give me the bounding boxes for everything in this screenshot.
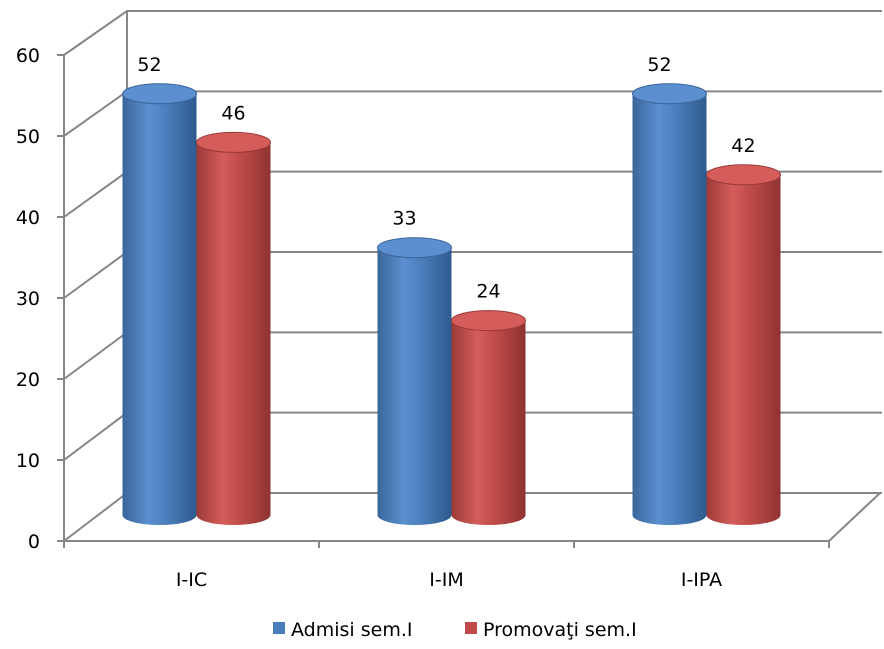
y-tick-label: 40 bbox=[16, 207, 40, 229]
bar bbox=[451, 310, 526, 525]
legend-label: Promovaţi sem.I bbox=[483, 619, 637, 641]
y-tick-label: 20 bbox=[16, 369, 40, 391]
floor-edge bbox=[828, 492, 881, 542]
y-tick-label: 50 bbox=[16, 126, 40, 148]
y-tick-label: 60 bbox=[16, 45, 40, 67]
legend-label: Admisi sem.I bbox=[291, 619, 412, 641]
legend-swatch bbox=[273, 622, 285, 634]
bar bbox=[196, 131, 271, 525]
y-tick-label: 0 bbox=[28, 531, 40, 553]
bar bbox=[377, 237, 452, 525]
bar bbox=[632, 83, 707, 526]
data-label: 24 bbox=[476, 281, 500, 303]
data-label: 42 bbox=[731, 135, 755, 157]
data-label: 46 bbox=[221, 102, 245, 124]
category-label: I-IM bbox=[429, 569, 463, 591]
data-label: 52 bbox=[647, 54, 671, 76]
y-tick-label: 30 bbox=[16, 288, 40, 310]
category-label: I-IPA bbox=[681, 569, 722, 591]
y-tick-label: 10 bbox=[16, 450, 40, 472]
category-label: I-IC bbox=[176, 569, 207, 591]
bar bbox=[122, 83, 197, 526]
data-labels: 52 46 33 24 52 42 bbox=[137, 54, 755, 303]
gridline-60 bbox=[63, 10, 882, 56]
data-label: 33 bbox=[392, 208, 416, 230]
axes: 0 10 20 30 40 50 60 I-IC I-IM I-IPA bbox=[16, 45, 881, 591]
data-label: 52 bbox=[137, 54, 161, 76]
legend-swatch bbox=[465, 622, 477, 634]
bar bbox=[706, 164, 781, 526]
legend: Admisi sem.I Promovaţi sem.I bbox=[273, 619, 637, 641]
bars bbox=[122, 83, 781, 526]
